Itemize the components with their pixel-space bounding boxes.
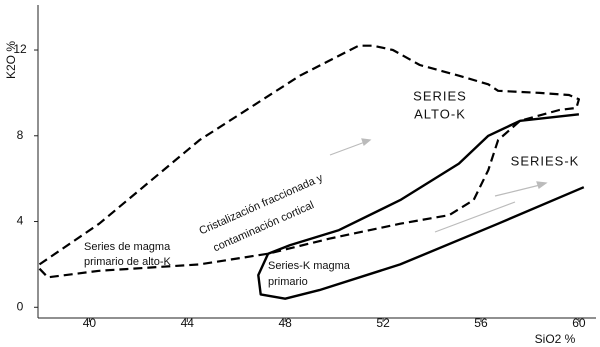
annotation: primario bbox=[268, 276, 308, 288]
arrow bbox=[494, 184, 541, 197]
annotation: ALTO-K bbox=[414, 106, 466, 121]
arrow-head bbox=[536, 181, 548, 189]
x-tick-label: 60 bbox=[572, 316, 586, 330]
annotation: primario de alto-K bbox=[84, 256, 171, 268]
x-tick-label: 48 bbox=[279, 316, 293, 330]
x-tick-label: 44 bbox=[181, 316, 195, 330]
series-line bbox=[38, 44, 580, 279]
annotation: Series de magma bbox=[84, 241, 171, 253]
x-tick-label: 40 bbox=[83, 316, 97, 330]
annotation: Series-K magma bbox=[268, 260, 351, 272]
y-tick-label: 4 bbox=[17, 214, 24, 228]
y-tick-label: 8 bbox=[17, 128, 24, 142]
y-axis-label: K2O % bbox=[4, 41, 18, 79]
annotation: SERIES-K bbox=[511, 153, 580, 168]
arrows bbox=[329, 138, 548, 233]
x-axis-label: SiO2 % bbox=[535, 332, 576, 346]
x-tick-label: 56 bbox=[474, 316, 488, 330]
arrow-head bbox=[361, 138, 372, 147]
arrow bbox=[329, 141, 366, 156]
arrow bbox=[434, 201, 516, 233]
x-tick-label: 52 bbox=[376, 316, 390, 330]
y-tick-label: 12 bbox=[13, 42, 27, 56]
annotation: SERIES bbox=[413, 88, 467, 103]
y-tick-label: 0 bbox=[17, 299, 24, 313]
series-line bbox=[257, 113, 585, 300]
